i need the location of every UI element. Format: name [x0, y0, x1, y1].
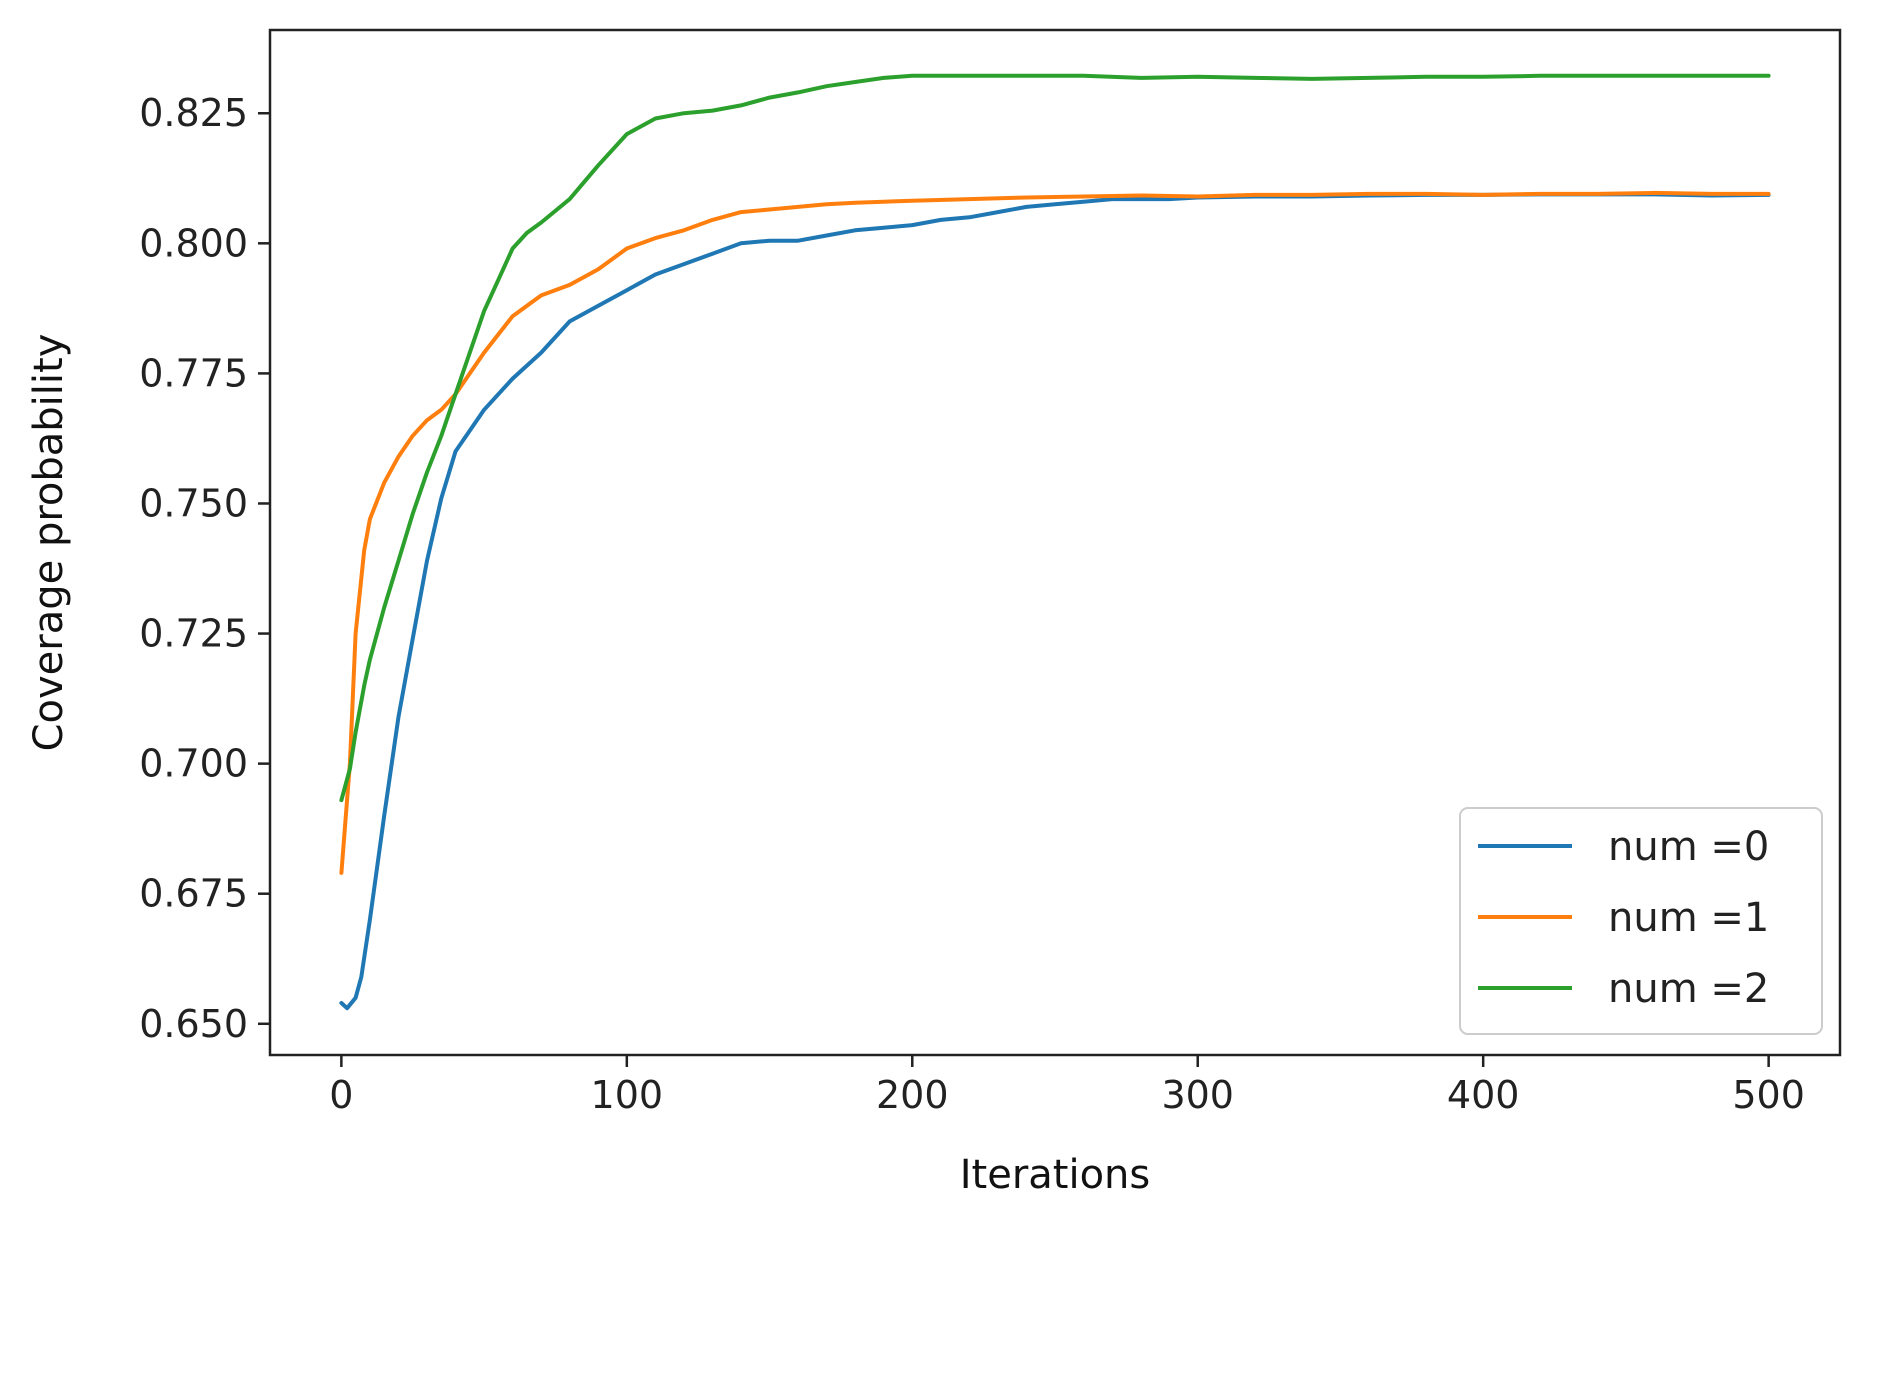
- legend-label: num =1: [1608, 895, 1769, 941]
- y-tick-label: 0.800: [139, 221, 248, 265]
- y-tick-label: 0.700: [139, 742, 248, 786]
- x-axis: 0 100 200 300 400 500: [329, 1055, 1805, 1117]
- y-axis: 0.650 0.675 0.700 0.725 0.750 0.775 0.800 0.825: [139, 91, 270, 1046]
- x-tick-label: 300: [1161, 1073, 1234, 1117]
- x-tick-label: 100: [591, 1073, 664, 1117]
- legend-box: [1459, 807, 1823, 1035]
- x-tick-label: 400: [1447, 1073, 1520, 1117]
- y-tick-label: 0.675: [139, 872, 248, 916]
- x-axis-label: Iterations: [960, 1152, 1151, 1198]
- x-tick-label: 500: [1732, 1073, 1805, 1117]
- y-tick-label: 0.825: [139, 91, 248, 135]
- y-tick-label: 0.725: [139, 612, 248, 656]
- series-line-2: [339, 73, 1771, 803]
- x-tick-label: 200: [876, 1073, 949, 1117]
- legend-label: num =2: [1608, 966, 1769, 1012]
- y-tick-label: 0.775: [139, 351, 248, 395]
- series-layer: [339, 73, 1771, 1011]
- series-line-1: [339, 190, 1771, 875]
- legend: num =0 num =1 num =2: [1459, 807, 1823, 1035]
- y-tick-label: 0.650: [139, 1002, 248, 1046]
- legend-label: num =0: [1608, 824, 1769, 870]
- x-tick-label: 0: [329, 1073, 353, 1117]
- y-tick-label: 0.750: [139, 481, 248, 525]
- plot-frame: [268, 28, 1842, 1057]
- y-axis-label: Coverage probability: [26, 334, 72, 752]
